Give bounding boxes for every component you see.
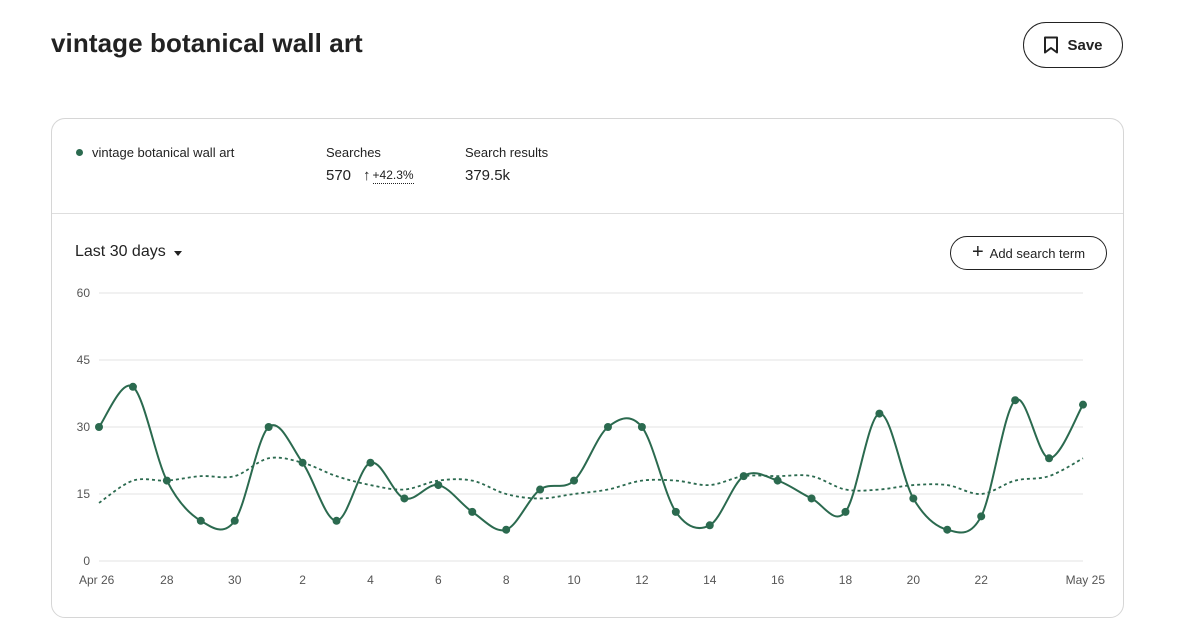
bookmark-icon [1043, 36, 1059, 54]
y-tick-label: 15 [77, 487, 91, 501]
save-button[interactable]: Save [1023, 22, 1123, 68]
data-point [977, 512, 986, 521]
y-tick-label: 45 [77, 353, 91, 367]
x-tick-label: 30 [228, 573, 242, 587]
x-tick-label: 20 [907, 573, 921, 587]
searches-value: 570 [326, 167, 352, 184]
data-point [230, 516, 239, 525]
data-point [841, 507, 850, 516]
x-tick-label: Apr 26 [79, 573, 115, 587]
trend-card: vintage botanical wall art Searches 570 … [51, 118, 1124, 618]
data-point [128, 382, 137, 391]
searches-label: Searches [326, 145, 381, 160]
data-point [298, 458, 307, 467]
caret-down-icon [173, 250, 182, 256]
data-point [400, 494, 409, 503]
x-tick-label: 22 [975, 573, 989, 587]
x-tick-label: 28 [160, 573, 174, 587]
data-point [705, 521, 714, 530]
x-tick-label: 2 [299, 573, 306, 587]
data-point [739, 472, 748, 481]
add-search-term-label: Add search term [989, 245, 1086, 261]
x-tick-label: 4 [367, 573, 374, 587]
date-range-label: Last 30 days [75, 243, 166, 260]
data-point [807, 494, 816, 503]
date-range-dropdown[interactable]: Last 30 days [75, 243, 182, 261]
add-search-term-button[interactable]: + Add search term [950, 236, 1107, 270]
data-point [536, 485, 545, 494]
series-line-searches [98, 384, 1084, 534]
page-title: vintage botanical wall art [51, 28, 363, 58]
search-term-label: vintage botanical wall art [92, 145, 235, 160]
data-point [434, 481, 443, 490]
x-tick-label: 8 [503, 573, 510, 587]
arrow-up-icon: ↑ [363, 167, 371, 184]
data-point [909, 494, 918, 503]
data-point [366, 458, 375, 467]
x-tick-label: 16 [771, 573, 785, 587]
results-value: 379.5k [465, 167, 511, 184]
data-point [1079, 400, 1087, 409]
data-point [264, 423, 273, 431]
data-point [162, 476, 171, 485]
x-tick-label: 10 [567, 573, 581, 587]
data-point [332, 516, 341, 525]
y-tick-label: 30 [77, 420, 91, 434]
series-line-comparison [98, 456, 1084, 504]
data-point [943, 525, 952, 534]
data-point [95, 423, 103, 431]
save-label: Save [1067, 36, 1103, 54]
data-point [196, 516, 205, 525]
data-point [570, 476, 579, 485]
summary-bar: vintage botanical wall art Searches 570 … [52, 119, 1123, 214]
data-point [875, 409, 884, 418]
search-term-legend: vintage botanical wall art [76, 145, 234, 160]
searches-change[interactable]: ↑ +42.3% [363, 168, 414, 184]
results-label: Search results [465, 145, 549, 160]
searches-metric: Searches 570 ↑ +42.3% [326, 145, 414, 184]
data-point [1011, 396, 1020, 405]
y-tick-label: 60 [77, 286, 91, 300]
results-metric: Search results 379.5k [465, 145, 548, 184]
data-point [603, 423, 612, 431]
y-tick-label: 0 [83, 554, 90, 568]
data-point [1045, 454, 1054, 463]
x-tick-label: 6 [435, 573, 442, 587]
x-tick-label: May 25 [1066, 573, 1106, 587]
data-point [773, 476, 782, 485]
x-tick-label: 14 [703, 573, 717, 587]
series-dot-icon [76, 149, 83, 156]
data-point [502, 525, 511, 534]
x-tick-label: 18 [839, 573, 853, 587]
data-point [637, 423, 646, 431]
plus-icon: + [971, 241, 984, 263]
data-point [671, 507, 680, 516]
data-point [468, 507, 477, 516]
searches-change-value: +42.3% [372, 167, 414, 184]
x-tick-label: 12 [635, 573, 649, 587]
search-trend-chart: 0 15 30 45 60 Apr 26 28 30 2 4 6 8 10 12 14 16 18 20 22 May… [77, 286, 1106, 587]
